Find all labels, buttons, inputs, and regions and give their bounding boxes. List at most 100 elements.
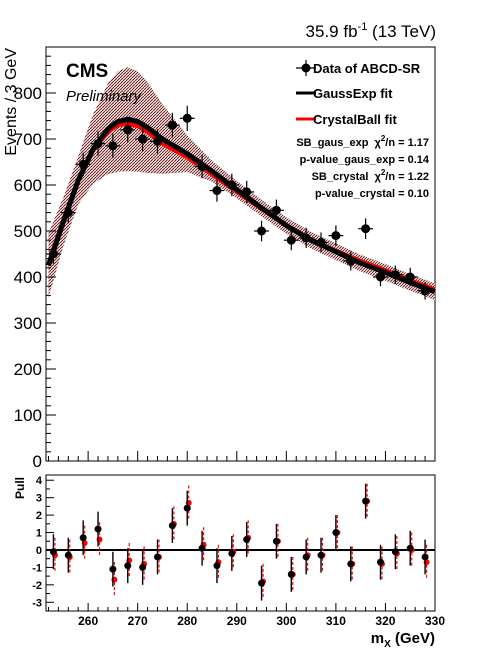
legend: Data of ABCD-SR GaussExp fit CrystalBall… — [296, 60, 421, 127]
data-point — [63, 208, 73, 218]
pull-gauss-point — [243, 536, 251, 544]
data-point — [78, 159, 88, 169]
pull-gauss-point — [94, 525, 102, 533]
data-point — [286, 235, 296, 245]
pull-gauss-point — [362, 497, 370, 505]
pull-gauss-point — [421, 553, 429, 561]
main-y-axis-label: Events / 3 GeV — [3, 48, 20, 156]
pull-gauss-point — [109, 565, 117, 573]
pull-frame — [45, 474, 436, 612]
data-point — [242, 187, 252, 197]
data-point — [227, 180, 237, 190]
pull-gauss-point — [347, 560, 355, 568]
data-point — [93, 139, 103, 149]
main-y-tick-label: 400 — [14, 268, 42, 287]
pull-gauss-point — [213, 562, 221, 570]
pull-x-tick-label: 270 — [128, 614, 148, 628]
pull-gauss-point — [64, 551, 72, 559]
main-y-tick-label: 300 — [14, 314, 42, 333]
pull-x-tick-label: 330 — [425, 614, 445, 628]
pull-gauss-point — [391, 548, 399, 556]
data-point — [390, 270, 400, 280]
data-point — [301, 233, 311, 243]
main-axes: 0 100 200 300 400 500 600 700 800 — [14, 55, 436, 471]
data-point — [182, 113, 192, 123]
pull-gauss-point — [258, 579, 266, 587]
stats-crystal-pvalue: p-value_crystal = 0.10 — [315, 188, 429, 200]
pull-x-tick-label: 320 — [375, 614, 395, 628]
data-point — [48, 249, 58, 259]
main-y-tick-label: 600 — [14, 176, 42, 195]
stats-gauss-chi2: SB_gaus_exp χ2/n = 1.17 — [296, 134, 429, 149]
data-point — [138, 134, 148, 144]
lumi-label: 35.9 fb-1 (13 TeV) — [306, 21, 436, 41]
pull-y-tick-label: 4 — [36, 475, 43, 487]
pull-x-tick-label: 290 — [227, 614, 247, 628]
pull-y-tick-label: -3 — [32, 597, 42, 609]
data-point — [257, 226, 267, 236]
fit-stats: SB_gaus_exp χ2/n = 1.17 p-value_gaus_exp … — [296, 134, 430, 200]
data-point — [361, 224, 371, 234]
main-y-tick-label: 200 — [14, 360, 42, 379]
pull-y-tick-label: -2 — [32, 580, 42, 592]
stats-crystal-chi2: SB_crystal χ2/n = 1.22 — [312, 168, 429, 183]
pull-y-tick-label: 2 — [36, 510, 42, 522]
data-point — [271, 205, 281, 215]
pull-gauss-point — [332, 529, 340, 537]
legend-data-marker — [301, 63, 311, 73]
legend-crystal-label: CrystalBall fit — [313, 112, 397, 127]
pull-series-layer — [49, 483, 430, 601]
data-point — [331, 231, 341, 241]
pull-gauss-point — [376, 558, 384, 566]
pull-gauss-point — [272, 537, 280, 545]
main-series-layer — [46, 105, 436, 300]
pull-y-tick-label: -1 — [32, 562, 42, 574]
main-y-tick-label: 700 — [14, 130, 42, 149]
x-axis-label: mX (GeV) — [371, 630, 435, 650]
legend-gauss-label: GaussExp fit — [313, 86, 393, 101]
data-point — [375, 272, 385, 282]
data-point — [108, 141, 118, 151]
pull-y-axis-label: Pull — [13, 477, 27, 499]
pull-axes: -3 -2 -1 0 1 2 3 4 260 270 280 290 300 310 320 330 — [32, 475, 445, 628]
main-y-tick-label: 800 — [14, 84, 42, 103]
data-point — [167, 120, 177, 130]
pull-gauss-point — [153, 553, 161, 561]
experiment-label: CMS — [66, 61, 108, 82]
pull-x-tick-label: 260 — [78, 614, 98, 628]
pull-gauss-point — [124, 562, 132, 570]
pull-gauss-point — [183, 504, 191, 512]
main-y-tick-label: 500 — [14, 222, 42, 241]
pull-y-tick-label: 1 — [36, 528, 42, 540]
pull-panel: -3 -2 -1 0 1 2 3 4 260 270 280 290 300 310 320 330 Pull… — [13, 474, 445, 650]
data-point — [405, 272, 415, 282]
pull-x-tick-label: 300 — [276, 614, 296, 628]
pull-gauss-point — [287, 570, 295, 578]
pull-gauss-point — [49, 548, 57, 556]
pull-gauss-point — [139, 563, 147, 571]
data-point — [197, 162, 207, 172]
pull-gauss-point — [168, 522, 176, 530]
pull-gauss-point — [198, 544, 206, 552]
pull-x-tick-label: 310 — [326, 614, 346, 628]
pull-gauss-point — [406, 544, 414, 552]
pull-y-tick-label: 0 — [36, 545, 42, 557]
data-point — [152, 136, 162, 146]
legend-data-label: Data of ABCD-SR — [313, 61, 421, 76]
pull-gauss-point — [228, 549, 236, 557]
status-label: Preliminary — [66, 88, 143, 105]
pull-y-tick-label: 3 — [36, 493, 42, 505]
main-y-tick-label: 100 — [14, 406, 42, 425]
data-point — [123, 125, 133, 135]
main-panel: 0 100 200 300 400 500 600 700 800 CMS Preliminar… — [3, 46, 436, 471]
pull-gauss-point — [317, 551, 325, 559]
pull-gauss-point — [79, 534, 87, 542]
stats-gauss-pvalue: p-value_gaus_exp = 0.14 — [300, 154, 430, 166]
main-y-tick-label: 0 — [33, 452, 42, 471]
pull-gauss-point — [302, 553, 310, 561]
data-point — [212, 186, 222, 196]
pull-x-tick-label: 280 — [177, 614, 197, 628]
data-point — [346, 256, 356, 266]
data-point — [316, 238, 326, 247]
